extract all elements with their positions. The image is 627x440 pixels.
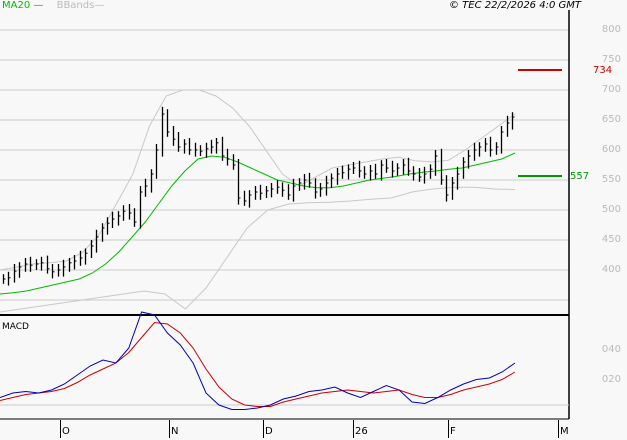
bband-lower bbox=[0, 186, 516, 313]
macd-line bbox=[0, 311, 516, 410]
price-axis-label: 700 bbox=[601, 84, 621, 95]
x-axis-label: N bbox=[171, 426, 179, 437]
x-axis-label: D bbox=[265, 426, 273, 437]
legend-bbands: BBands— bbox=[56, 0, 105, 11]
price-axis-label: 650 bbox=[601, 114, 621, 125]
price-axis-label: 800 bbox=[601, 24, 621, 35]
macd-signal-line bbox=[0, 321, 516, 407]
x-axis-label: 26 bbox=[355, 426, 368, 437]
price-axis-label: 750 bbox=[601, 54, 621, 65]
bollinger-bands bbox=[0, 89, 516, 313]
chart-legend: MA20 — BBands— bbox=[2, 0, 104, 12]
macd-ytick-040: 040 bbox=[601, 344, 621, 355]
price-axis-label: 500 bbox=[601, 204, 621, 215]
macd-title: MACD bbox=[2, 322, 29, 332]
price-axis-label: 600 bbox=[601, 144, 621, 155]
price-bars bbox=[2, 106, 515, 286]
legend-ma20: MA20 — bbox=[2, 0, 44, 11]
chart-frame bbox=[0, 10, 570, 420]
ma20-path bbox=[0, 152, 516, 295]
copyright-timestamp: © TEC 22/2/2026 4:0 GMT bbox=[449, 0, 581, 11]
macd-ytick-020: 020 bbox=[601, 374, 621, 385]
price-axis-label: 550 bbox=[601, 174, 621, 185]
support-resistance-lines bbox=[518, 69, 562, 177]
support-label: 557 bbox=[570, 171, 590, 182]
x-axis-label: M bbox=[560, 426, 569, 437]
macd-lines bbox=[0, 311, 569, 410]
price-axis-label: 450 bbox=[601, 234, 621, 245]
x-axis-ticks bbox=[60, 420, 559, 438]
ma20-line bbox=[0, 152, 516, 295]
price-gridlines bbox=[0, 29, 569, 301]
x-axis-label: F bbox=[450, 426, 456, 437]
resistance-label: 734 bbox=[593, 65, 613, 76]
price-axis-label: 400 bbox=[601, 264, 621, 275]
x-axis-label: O bbox=[62, 426, 70, 437]
